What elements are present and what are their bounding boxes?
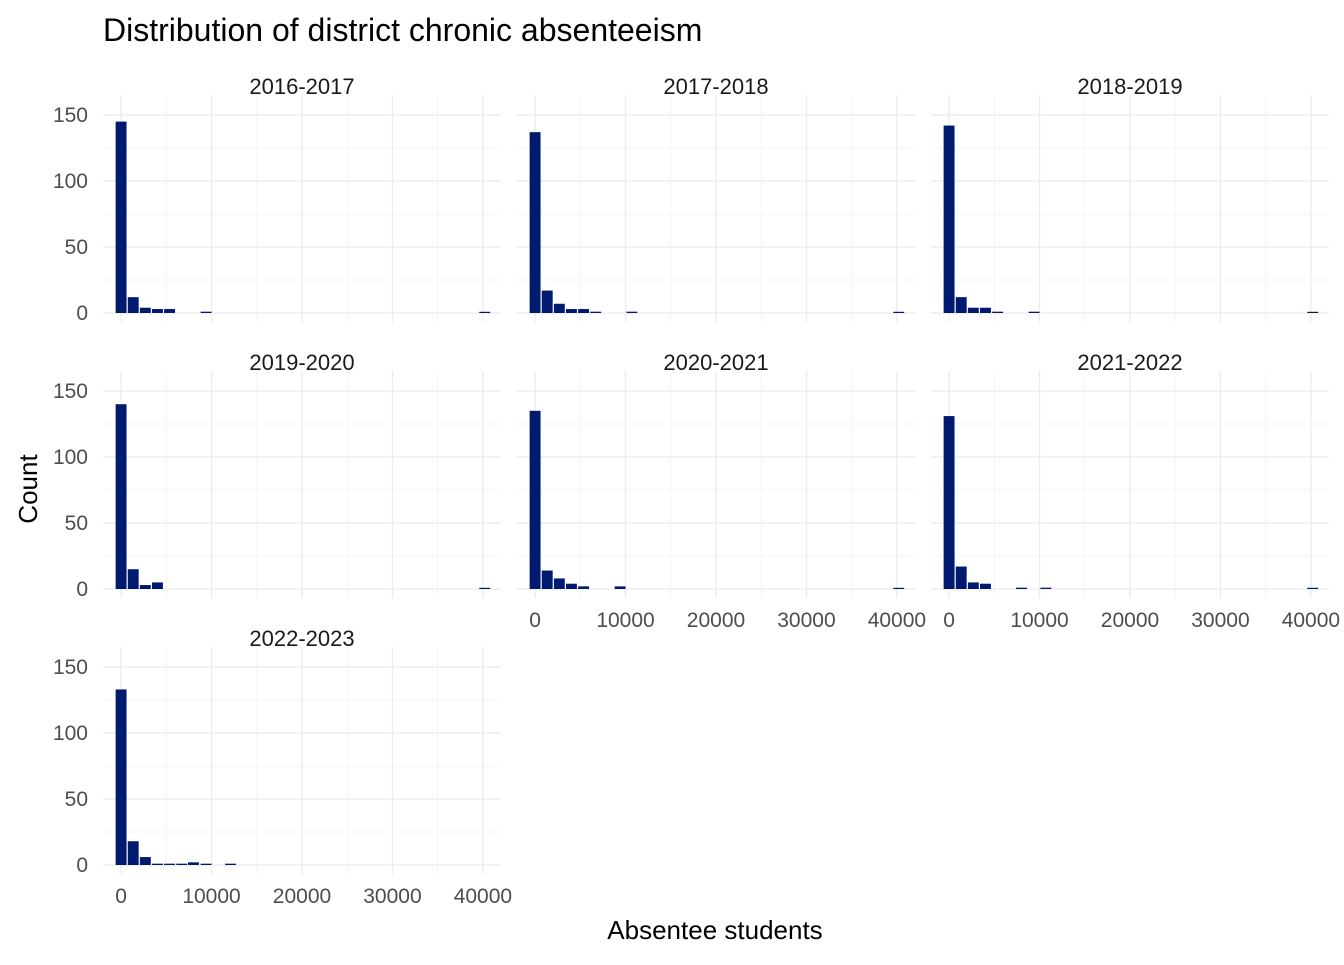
histogram-bar [139,307,151,313]
y-axis-title: Count [13,454,43,524]
facet-strip-label: 2016-2017 [249,74,354,99]
x-axis-title: Absentee students [607,915,822,945]
histogram-bar [115,689,127,865]
y-tick-label: 50 [65,512,88,535]
histogram-bar [176,863,188,865]
histogram-bar [139,857,151,865]
x-tick-label: 10000 [182,885,240,908]
histogram-bar [553,303,565,313]
x-tick-label: 20000 [1101,609,1159,632]
facet-strip-label: 2017-2018 [663,74,768,99]
y-tick-label: 0 [76,302,88,325]
x-tick-label: 30000 [1191,609,1249,632]
histogram-bar [967,307,979,313]
y-tick-label: 50 [65,788,88,811]
histogram-bar [1307,587,1319,589]
histogram-bar [565,309,577,313]
histogram-bar [151,309,163,313]
histogram-bar [1015,587,1027,589]
histogram-bar [979,583,991,589]
facet-strip-label: 2022-2023 [249,626,354,651]
facet-panel-2018-2019: 2018-2019 [931,74,1329,322]
histogram-bar [893,587,905,589]
facet-strip-label: 2021-2022 [1077,350,1182,375]
x-tick-label: 0 [943,609,955,632]
histogram-bar [529,132,541,313]
histogram-bar [578,309,590,313]
histogram-bar [479,311,491,313]
histogram-bar [893,311,905,313]
x-tick-label: 40000 [454,885,512,908]
histogram-bar [151,582,163,589]
histogram-bar [127,297,139,313]
histogram-bar [955,297,967,313]
chart-title: Distribution of district chronic absente… [103,12,702,48]
facet-panels: 2016-2017 0 50 100 150 2017-2018 2018-2019 2019… [53,74,1340,908]
histogram-bar [200,311,212,313]
facet-panel-2017-2018: 2017-2018 [517,74,915,322]
y-tick-label: 0 [76,854,88,877]
facet-strip-label: 2020-2021 [663,350,768,375]
y-tick-label: 100 [53,446,88,469]
x-tick-label: 30000 [777,609,835,632]
x-tick-label: 20000 [273,885,331,908]
x-tick-label: 40000 [868,609,926,632]
histogram-bar [590,311,602,313]
histogram-bar [1307,311,1319,313]
histogram-bar [979,307,991,313]
histogram-bar [967,582,979,589]
facet-strip-label: 2019-2020 [249,350,354,375]
histogram-bar [626,311,638,313]
y-tick-label: 100 [53,722,88,745]
histogram-bar [225,863,237,865]
y-tick-label: 150 [53,656,88,679]
histogram-bar [115,121,127,313]
x-tick-label: 0 [529,609,541,632]
histogram-bar [164,309,176,313]
histogram-bar [139,585,151,589]
y-tick-label: 100 [53,170,88,193]
histogram-bar [164,863,176,865]
histogram-bar [565,583,577,589]
y-tick-label: 0 [76,578,88,601]
facet-panel-2019-2020: 2019-2020 0 50 100 150 [53,350,501,601]
histogram-bar [541,290,553,313]
histogram-bar [115,404,127,589]
x-tick-label: 30000 [363,885,421,908]
histogram-bar [614,586,626,589]
facet-panel-2020-2021: 2020-2021 0 10000 20000 30000 40000 [517,350,926,632]
histogram-bar [943,125,955,313]
histogram-bar [479,587,491,589]
y-tick-label: 50 [65,236,88,259]
y-tick-label: 150 [53,380,88,403]
y-tick-label: 150 [53,104,88,127]
histogram-bar [187,862,199,865]
histogram-bar [127,569,139,589]
facet-panel-2016-2017: 2016-2017 0 50 100 150 [53,74,501,325]
histogram-bar [1028,311,1040,313]
histogram-bar [578,586,590,589]
histogram-bar [992,311,1004,313]
x-tick-label: 10000 [596,609,654,632]
x-tick-label: 40000 [1282,609,1340,632]
histogram-bar [151,863,163,865]
histogram-bar [127,841,139,865]
histogram-bar [955,566,967,589]
histogram-bar [1040,587,1052,589]
facet-panel-2021-2022: 2021-2022 0 10000 20000 30000 40000 [931,350,1340,632]
histogram-bar [553,578,565,589]
facet-panel-2022-2023: 2022-2023 0 50 100 150 0 10000 20000 30000 40000 [53,626,512,908]
histogram-bar [529,410,541,589]
histogram-bar [200,863,212,865]
facet-strip-label: 2018-2019 [1077,74,1182,99]
histogram-bar [943,416,955,589]
x-tick-label: 20000 [687,609,745,632]
x-tick-label: 10000 [1010,609,1068,632]
x-tick-label: 0 [115,885,127,908]
histogram-bar [541,570,553,589]
